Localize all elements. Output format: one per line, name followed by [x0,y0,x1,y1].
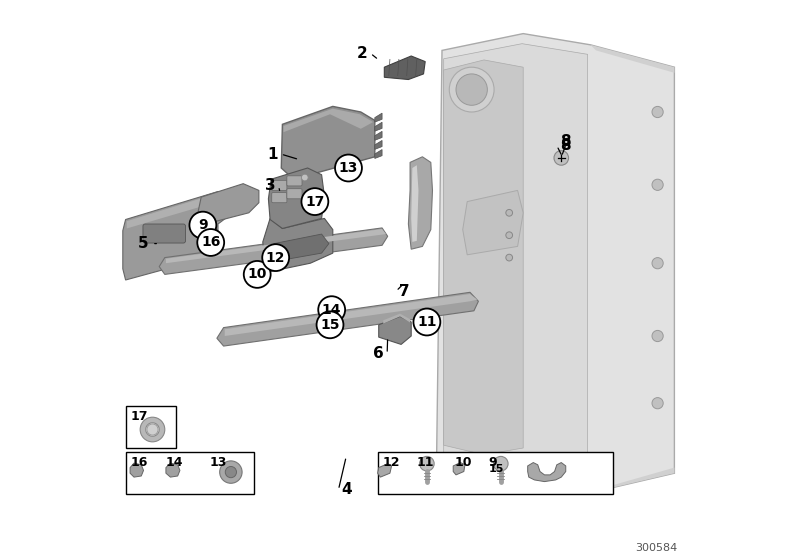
Text: 13: 13 [210,456,227,469]
FancyBboxPatch shape [287,189,302,199]
Polygon shape [374,150,382,158]
Polygon shape [444,60,523,455]
Circle shape [220,461,242,483]
Circle shape [419,456,434,471]
Polygon shape [384,56,426,80]
Circle shape [226,466,237,478]
Polygon shape [374,122,382,131]
Text: 12: 12 [266,251,286,265]
Polygon shape [123,192,235,280]
FancyBboxPatch shape [126,406,176,448]
Polygon shape [166,463,180,477]
FancyBboxPatch shape [126,452,254,494]
Text: 17: 17 [305,195,325,209]
Polygon shape [282,106,374,179]
Polygon shape [198,184,259,225]
Circle shape [317,311,343,338]
Polygon shape [383,314,410,324]
Circle shape [450,67,494,112]
Circle shape [147,424,158,435]
Polygon shape [462,190,523,255]
Polygon shape [217,292,478,346]
Circle shape [652,330,663,342]
Text: 16: 16 [201,236,221,250]
Polygon shape [268,234,329,262]
Circle shape [652,179,663,190]
Circle shape [652,258,663,269]
Text: 1: 1 [267,147,278,161]
Circle shape [506,209,513,216]
Text: 8: 8 [560,138,570,153]
Text: 300584: 300584 [635,543,677,553]
Polygon shape [374,113,382,122]
Text: 8: 8 [560,134,570,148]
Text: 14: 14 [322,303,342,317]
Circle shape [302,188,328,215]
Text: 5: 5 [138,236,149,251]
Circle shape [198,229,224,256]
Text: 15: 15 [489,464,504,474]
Text: 9: 9 [198,218,208,232]
FancyBboxPatch shape [272,180,287,190]
Circle shape [506,232,513,239]
Circle shape [302,174,308,181]
Circle shape [506,254,513,261]
Circle shape [318,296,345,323]
Polygon shape [378,464,392,477]
Polygon shape [528,463,566,482]
Polygon shape [436,458,590,493]
Text: 10: 10 [247,268,267,282]
Polygon shape [378,316,411,344]
Polygon shape [126,193,232,228]
Circle shape [335,155,362,181]
Polygon shape [130,463,143,477]
Text: 15: 15 [320,318,340,332]
Circle shape [652,106,663,118]
Polygon shape [159,228,388,274]
Text: 13: 13 [338,161,358,175]
FancyBboxPatch shape [378,452,613,494]
Polygon shape [453,463,465,475]
Wedge shape [140,417,165,442]
Text: 16: 16 [130,456,147,469]
FancyBboxPatch shape [287,176,302,186]
Text: 2: 2 [357,46,367,60]
FancyBboxPatch shape [272,193,287,203]
Text: 14: 14 [166,456,183,469]
Circle shape [456,74,487,105]
FancyBboxPatch shape [143,224,186,243]
Polygon shape [374,132,382,141]
Text: 10: 10 [454,456,472,469]
Polygon shape [268,168,325,228]
Circle shape [554,151,569,165]
Circle shape [262,244,289,271]
Text: 9: 9 [489,456,497,469]
Polygon shape [590,45,674,493]
Circle shape [244,261,270,288]
Polygon shape [283,109,373,132]
Polygon shape [436,34,674,493]
Polygon shape [411,165,418,242]
Text: 3: 3 [265,179,275,193]
Text: 6: 6 [374,347,384,361]
Circle shape [414,309,440,335]
Text: 12: 12 [382,456,399,469]
Circle shape [190,212,216,239]
Polygon shape [374,141,382,150]
Polygon shape [262,218,333,272]
Text: 4: 4 [342,483,352,497]
Circle shape [494,456,508,471]
Text: 17: 17 [130,410,147,423]
Polygon shape [225,294,478,336]
Polygon shape [166,229,386,263]
Text: 11: 11 [417,315,437,329]
Text: 11: 11 [417,456,434,469]
Circle shape [652,398,663,409]
Polygon shape [408,157,433,249]
Polygon shape [444,44,587,487]
Text: 7: 7 [399,284,410,298]
